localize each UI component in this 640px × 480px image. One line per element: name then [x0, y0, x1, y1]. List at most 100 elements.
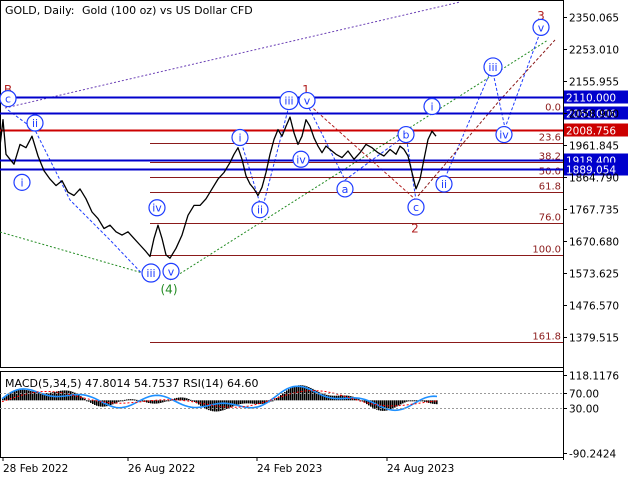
- macd-bar: [324, 394, 326, 401]
- y-tick-label-6: 1767.735: [569, 205, 619, 217]
- macd-bar: [320, 392, 322, 401]
- macd-bar: [110, 400, 112, 406]
- level-tag-4: [564, 162, 628, 176]
- fib-label-6: 100.0: [532, 245, 561, 256]
- wave-label-11: iii: [284, 95, 293, 108]
- macd-bar: [240, 400, 242, 404]
- macd-bar: [288, 389, 290, 401]
- macd-bar: [184, 397, 186, 401]
- wave-circle-21: [495, 125, 513, 144]
- fib-label-3: 50.0: [539, 167, 561, 178]
- macd-bar: [232, 400, 234, 407]
- macd-bar: [30, 390, 32, 401]
- macd-bar: [92, 400, 94, 405]
- macd-bar: [86, 400, 88, 402]
- macd-bar: [424, 400, 426, 402]
- macd-bar: [392, 400, 394, 409]
- trend-line-green: [169, 39, 549, 281]
- ind-tick-label-0: 118.1176: [569, 371, 619, 383]
- channel-line-upper: [4, 1, 461, 109]
- trend-lines: [0, 1, 556, 283]
- macd-bar: [420, 400, 422, 402]
- macd-bar: [2, 398, 4, 401]
- fibonacci-levels: 0.0 23.6 38.2 50.0 61.8 76.0 100.0 161.8: [150, 103, 563, 343]
- macd-bar: [180, 397, 182, 401]
- macd-bar: [202, 400, 204, 408]
- macd-bar: [88, 400, 90, 402]
- macd-bar: [132, 399, 134, 401]
- macd-bar: [36, 392, 38, 401]
- macd-bar: [246, 400, 248, 404]
- wave-label-4: iv: [152, 202, 162, 215]
- macd-bar: [182, 397, 184, 401]
- macd-bar: [316, 390, 318, 401]
- level-value-0: 2110.000: [566, 93, 616, 105]
- macd-bar: [96, 400, 98, 406]
- macd-bar: [120, 400, 122, 402]
- macd-bar: [102, 400, 104, 407]
- x-tick-label-0: 28 Feb 2022: [3, 463, 68, 475]
- fib-label-2: 38.2: [539, 152, 561, 163]
- macd-bar: [176, 397, 178, 401]
- macd-bar: [354, 397, 356, 401]
- fib-label-5: 76.0: [539, 213, 561, 224]
- macd-bar: [422, 400, 424, 402]
- macd-bar: [264, 400, 266, 404]
- macd-bar: [34, 391, 36, 401]
- ind-tick-label-2: 30.00: [569, 404, 599, 416]
- macd-bar: [4, 396, 6, 401]
- macd-bar: [404, 400, 406, 403]
- wave-circle-3: [13, 173, 31, 191]
- macd-bar: [390, 400, 392, 410]
- macd-bar: [136, 399, 138, 401]
- wave-circle-9: [251, 201, 269, 219]
- macd-bar: [142, 400, 144, 402]
- macd-bar: [20, 389, 22, 401]
- macd-bar: [124, 399, 126, 401]
- wave-circle-13: [292, 150, 310, 168]
- y-tick-label-7: 1670.680: [569, 237, 619, 249]
- macd-bar: [112, 400, 114, 405]
- macd-bar: [280, 395, 282, 401]
- wave-circle-2: [26, 114, 44, 132]
- wave-circle-5: [141, 263, 161, 283]
- level-tag-1: [564, 106, 628, 120]
- macd-bar: [276, 397, 278, 401]
- ind-tick-label-3: -90.2424: [569, 449, 617, 461]
- channel-line-lower: [0, 231, 161, 279]
- chart-symbol: GOLD, Daily:: [5, 4, 75, 17]
- fib-label-7: 161.8: [532, 332, 561, 343]
- macd-bar: [10, 392, 12, 401]
- macd-bar: [192, 400, 194, 402]
- y-tick-label-2: 2155.955: [569, 77, 619, 89]
- macd-bar: [250, 400, 252, 404]
- macd-bar: [160, 400, 162, 403]
- x-tick-label-3: 24 Aug 2023: [387, 463, 454, 475]
- macd-bar: [212, 400, 214, 412]
- macd-bar: [196, 400, 198, 404]
- macd-bar: [362, 400, 364, 402]
- macd-bar: [278, 396, 280, 401]
- wave-path-blue-1: [7, 109, 151, 283]
- macd-bar: [98, 400, 100, 407]
- macd-bar: [146, 400, 148, 403]
- wave-label-12: v: [304, 95, 311, 108]
- macd-bar: [48, 392, 50, 401]
- wave-label-8: i: [238, 132, 241, 145]
- wave-label-19: ii: [441, 178, 447, 191]
- macd-bar: [94, 400, 96, 405]
- y-tick-label-0: 2350.065: [569, 13, 619, 25]
- macd-rsi-indicator: 118.1176 70.00 30.00 -90.2424: [0, 371, 619, 461]
- macd-bar: [122, 400, 124, 402]
- y-tick-label-5: 1864.790: [569, 173, 619, 185]
- macd-bar: [396, 400, 398, 407]
- macd-bar: [6, 395, 8, 401]
- y-tick-label-1: 2253.010: [569, 45, 619, 57]
- wave-circle-6: [162, 262, 180, 280]
- macd-bar: [432, 400, 434, 404]
- macd-bar: [380, 400, 382, 411]
- macd-bar: [174, 398, 176, 401]
- macd-bar: [32, 391, 34, 401]
